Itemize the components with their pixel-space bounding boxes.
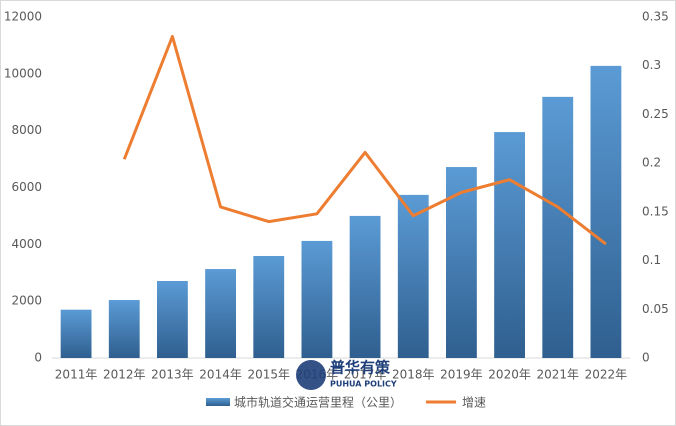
bar [108, 300, 140, 358]
bar [60, 309, 92, 358]
bar [253, 255, 285, 358]
y-tick-label: 6000 [11, 180, 42, 194]
y-tick-label: 10000 [4, 66, 42, 80]
y-tick-label: 12000 [4, 10, 42, 24]
watermark-title: 普华有策 [330, 359, 391, 377]
bar [397, 194, 429, 358]
y2-tick-label: 0.05 [642, 302, 669, 316]
y-tick-label: 4000 [11, 237, 42, 251]
legend-label: 增速 [462, 396, 486, 410]
bar [157, 280, 188, 358]
bar [205, 269, 236, 358]
bar [542, 96, 574, 358]
watermark-logo [296, 360, 326, 390]
x-tick-label: 2015年 [247, 368, 290, 382]
y-tick-label: 8000 [11, 123, 42, 137]
y2-tick-label: 0.3 [642, 58, 661, 72]
watermark-subtitle: PUHUA POLICY [330, 380, 397, 389]
bar [590, 65, 622, 359]
bar [446, 167, 477, 358]
y2-tick-label: 0.35 [642, 10, 669, 24]
y2-tick-label: 0.25 [642, 107, 669, 121]
x-tick-label: 2012年 [103, 368, 146, 382]
y2-tick-label: 0.1 [642, 253, 661, 267]
legend-swatch [206, 398, 230, 406]
y2-tick-label: 0 [642, 351, 650, 365]
x-tick-label: 2013年 [151, 368, 194, 382]
x-tick-label: 2018年 [392, 368, 435, 382]
y2-tick-label: 0.15 [642, 204, 669, 218]
x-tick-label: 2011年 [55, 368, 98, 382]
legend-label: 城市轨道交通运营里程（公里） [234, 395, 402, 410]
x-tick-label: 2021年 [536, 368, 579, 382]
y2-tick-label: 0.2 [642, 156, 661, 170]
bar [301, 240, 333, 358]
bar [349, 215, 381, 358]
line [122, 34, 607, 246]
x-tick-label: 2014年 [199, 368, 242, 382]
x-tick-label: 2022年 [585, 368, 628, 382]
bar [494, 132, 525, 358]
x-tick-label: 2017年 [344, 368, 387, 382]
x-tick-label: 2020年 [488, 368, 531, 382]
y-tick-label: 2000 [11, 294, 42, 308]
y-tick-label: 0 [34, 351, 42, 365]
x-tick-label: 2019年 [440, 368, 483, 382]
